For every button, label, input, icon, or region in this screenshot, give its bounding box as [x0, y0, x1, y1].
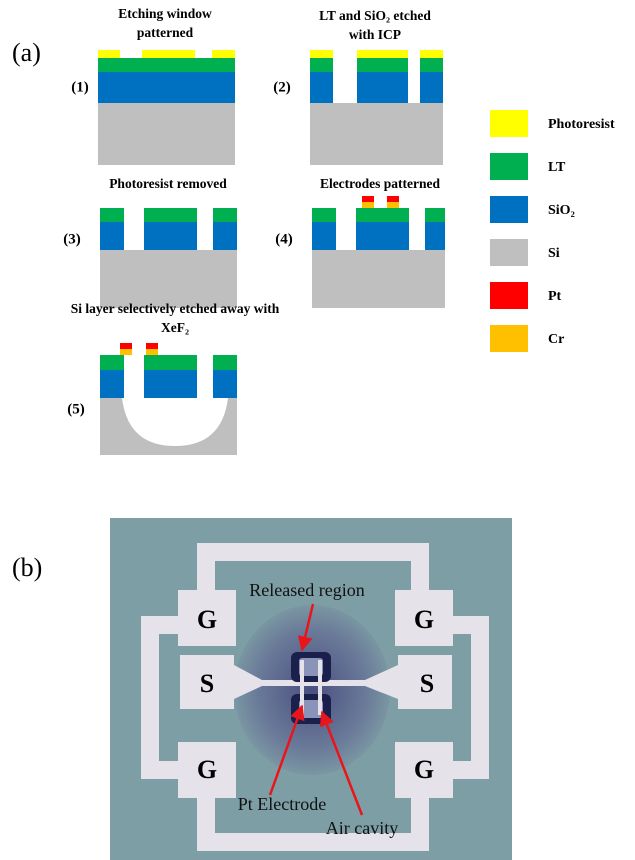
sio2-layer — [420, 72, 443, 103]
cr-electrode — [146, 349, 158, 355]
step-title: Etching window — [118, 6, 212, 21]
sio2-layer — [100, 370, 124, 398]
si-layer — [312, 250, 445, 308]
sio2-layer — [310, 72, 333, 103]
released-region — [234, 605, 390, 775]
step-title: patterned — [137, 25, 194, 40]
step-number: (4) — [275, 231, 293, 247]
annotation: Pt Electrode — [238, 794, 326, 814]
sio2-layer — [213, 222, 237, 250]
pt-electrode — [120, 343, 132, 349]
si-layer — [98, 103, 235, 165]
step-number: (3) — [63, 231, 81, 247]
step-title: Electrodes patterned — [320, 176, 441, 191]
lt-layer — [100, 355, 124, 370]
cr-electrode — [362, 202, 374, 208]
sio2-layer — [357, 72, 408, 103]
lt-layer — [356, 208, 409, 222]
photoresist — [142, 50, 195, 58]
pt-electrode — [362, 196, 374, 202]
pad-label: G — [197, 605, 217, 634]
step-title: Photoresist removed — [109, 176, 227, 191]
cr-electrode — [120, 349, 132, 355]
lt-layer — [144, 208, 197, 222]
page: {"panel_a": {"label": "(a)", "steps": [ … — [0, 0, 635, 860]
legend-label: SiO₂ — [548, 203, 575, 218]
legend-swatch — [490, 153, 528, 180]
lt-layer — [213, 208, 237, 222]
photoresist — [212, 50, 235, 58]
sio2-layer — [213, 370, 237, 398]
legend-label: Pt — [548, 289, 562, 304]
step-title: with ICP — [349, 27, 401, 42]
lt-layer — [144, 355, 197, 370]
annotation: Air cavity — [326, 818, 398, 838]
pt-electrode — [146, 343, 158, 349]
legend-swatch — [490, 325, 528, 352]
sio2-layer — [356, 222, 409, 250]
lt-layer — [213, 355, 237, 370]
legend-swatch — [490, 282, 528, 309]
step-title: LT and SiO₂ etched — [319, 8, 431, 23]
lt-layer — [100, 208, 124, 222]
electrode-finger — [318, 660, 322, 715]
si-layer — [100, 250, 237, 308]
photoresist — [98, 50, 120, 58]
sio2-layer — [144, 370, 197, 398]
lt-layer — [425, 208, 445, 222]
legend-swatch — [490, 110, 528, 137]
pad-label: S — [200, 669, 214, 698]
legend-swatch — [490, 196, 528, 223]
figure: (a) (b) Etching window patterned (1) LT and… — [0, 0, 635, 860]
cr-electrode — [387, 202, 399, 208]
photoresist — [420, 50, 443, 58]
sio2-layer — [144, 222, 197, 250]
legend-label: Photoresist — [548, 117, 615, 132]
annotation: Released region — [249, 580, 364, 600]
lt-layer — [312, 208, 336, 222]
pad-label: S — [420, 669, 434, 698]
legend-swatch — [490, 239, 528, 266]
photoresist — [357, 50, 408, 58]
legend-label: Cr — [548, 332, 564, 347]
photoresist — [310, 50, 333, 58]
step-title: XeF₂ — [161, 320, 189, 335]
pad-label: G — [414, 755, 434, 784]
panel-label: (b) — [12, 553, 42, 582]
si-layer — [310, 103, 443, 165]
pad-label: G — [197, 755, 217, 784]
lt-layer — [420, 58, 443, 72]
step-number: (1) — [71, 79, 89, 95]
sio2-layer — [312, 222, 336, 250]
sio2-layer — [98, 72, 235, 103]
step-number: (5) — [67, 401, 85, 417]
lt-layer — [357, 58, 408, 72]
legend-label: LT — [548, 160, 566, 175]
step-title: Si layer selectively etched away with — [71, 301, 280, 316]
lt-layer — [98, 58, 235, 72]
pt-electrode — [387, 196, 399, 202]
sio2-layer — [100, 222, 124, 250]
sio2-layer — [425, 222, 445, 250]
step-number: (2) — [273, 79, 291, 95]
legend-label: Si — [548, 246, 560, 261]
pad-label: G — [414, 605, 434, 634]
process-steps: Etching window patterned (1) LT and SiO₂ et… — [63, 6, 615, 455]
panel-label: (a) — [12, 38, 41, 67]
lt-layer — [310, 58, 333, 72]
